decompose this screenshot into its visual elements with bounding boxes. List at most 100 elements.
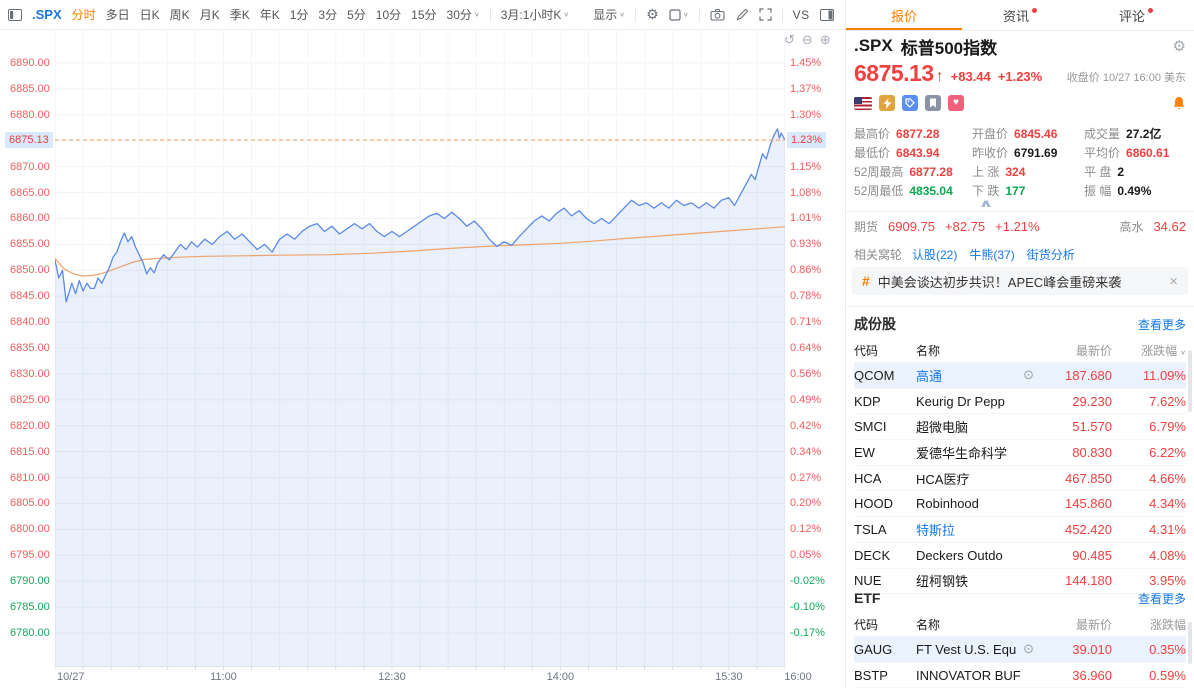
stock-code: NUE	[854, 573, 882, 589]
constituent-row-DECK[interactable]: DECK Deckers Outdo 90.485 4.08%	[854, 543, 1186, 569]
y-axis-price-label: 6885.00	[10, 82, 50, 95]
target-icon[interactable]: ⊙	[1023, 367, 1034, 383]
toolbar-symbol[interactable]: .SPX	[32, 7, 62, 22]
premium-value: 34.62	[1153, 218, 1186, 234]
period-tab-3分[interactable]: 3分	[318, 8, 338, 22]
warrant-link-认股(22)[interactable]: 认股(22)	[912, 247, 958, 262]
period-tab-10分[interactable]: 10分	[375, 8, 402, 22]
y-axis-price-label: 6880.00	[10, 108, 50, 121]
stat-label: 52周最低	[854, 184, 904, 198]
stock-name-text: 超微电脑	[916, 420, 969, 436]
period-tab-日K[interactable]: 日K	[139, 8, 160, 22]
etf-row-GAUG[interactable]: GAUG FT Vest U.S. Equ ⊙ 39.010 0.35%	[854, 637, 1186, 663]
y-axis-pct-label: 0.20%	[790, 497, 822, 510]
period-tab-年K[interactable]: 年K	[259, 8, 280, 22]
bookmark-icon[interactable]	[925, 95, 941, 111]
tab-资讯[interactable]: 资讯	[962, 0, 1078, 30]
constituents-header: 成份股 查看更多	[854, 312, 1186, 336]
tab-评论[interactable]: 评论	[1078, 0, 1194, 30]
close-icon[interactable]: ×	[1169, 272, 1178, 290]
constituent-row-QCOM[interactable]: QCOM 高通 ⊙ 187.680 11.09%	[854, 363, 1186, 389]
vs-compare-button[interactable]: VS	[792, 7, 810, 22]
stock-name: 爱德华生命科学	[916, 443, 1034, 462]
display-dropdown[interactable]: 显示 ∨	[593, 6, 625, 23]
period-tab-15分[interactable]: 15分	[411, 8, 437, 22]
period-30min-dropdown[interactable]: 30分 ∨	[447, 6, 480, 23]
stock-change-pct: 6.79%	[1149, 419, 1186, 435]
constituent-row-NUE[interactable]: NUE 纽柯钢铁 144.180 3.95%	[854, 569, 1186, 595]
stat-label: 最低价	[854, 146, 891, 160]
constituent-row-SMCI[interactable]: SMCI 超微电脑 51.570 6.79%	[854, 414, 1186, 441]
y-axis-pct-label: 0.34%	[790, 445, 822, 458]
futures-change: +82.75	[945, 218, 986, 234]
col-pct[interactable]: 涨跌幅 ∨	[1141, 344, 1186, 358]
y-axis-price-label: 6850.00	[10, 264, 50, 277]
warrant-link-牛熊(37)[interactable]: 牛熊(37)	[969, 247, 1015, 262]
constituent-row-EW[interactable]: EW 爱德华生命科学 80.830 6.22%	[854, 440, 1186, 466]
stock-name-text: Deckers Outdo	[916, 547, 1003, 563]
camera-icon[interactable]	[710, 8, 725, 21]
stock-change-pct: 4.08%	[1149, 547, 1186, 563]
table-header: 代码 名称 最新价 涨跌幅	[854, 613, 1186, 637]
constituent-row-TSLA[interactable]: TSLA 特斯拉 452.420 4.31%	[854, 517, 1186, 543]
panel-right-icon[interactable]	[819, 8, 834, 21]
stock-code: EW	[854, 444, 875, 460]
chevron-down-icon: ∨	[473, 10, 480, 19]
stat-value: 6860.61	[1126, 145, 1170, 160]
stat-value: 6843.94	[896, 145, 940, 160]
stock-name: Deckers Outdo	[916, 548, 1034, 563]
stat-开盘价: 开盘价 6845.46	[972, 125, 1084, 142]
scrollbar-thumb[interactable]	[1188, 350, 1192, 412]
lightning-icon[interactable]	[879, 95, 895, 111]
constituent-row-HCA[interactable]: HCA HCA医疗 467.850 4.66%	[854, 466, 1186, 492]
stock-name-text: INNOVATOR BUF	[916, 667, 1021, 683]
zoom-out-icon[interactable]: ⊖	[801, 32, 813, 47]
stock-name-text[interactable]: 特斯拉	[916, 522, 956, 538]
intraday-plot[interactable]	[55, 30, 785, 670]
settings-gear-icon[interactable]: ⚙	[646, 6, 659, 22]
futures-price[interactable]: 6909.75	[888, 218, 936, 234]
y-axis-pct-label: 0.71%	[790, 316, 822, 329]
stat-label: 振 幅	[1084, 184, 1112, 198]
heart-icon[interactable]: ♥	[948, 95, 964, 111]
constituent-row-HOOD[interactable]: HOOD Robinhood 145.860 4.34%	[854, 491, 1186, 518]
fullscreen-icon[interactable]	[758, 8, 772, 21]
warrant-link-街货分析[interactable]: 街货分析	[1026, 247, 1075, 262]
display-label: 显示	[593, 8, 618, 22]
period-tab-多日[interactable]: 多日	[105, 8, 130, 22]
layout-icon[interactable]	[8, 8, 22, 21]
collapse-stats-chevron[interactable]: ∧	[978, 198, 994, 210]
etf-title: ETF	[854, 590, 881, 606]
indicator-box-dropdown[interactable]: ∨	[669, 8, 689, 21]
period-tab-季K[interactable]: 季K	[229, 8, 250, 22]
divider	[698, 7, 700, 22]
period-tab-分时[interactable]: 分时	[71, 8, 96, 22]
stock-name-text[interactable]: 高通	[916, 368, 943, 384]
kline-range-label: 3月:1小时K	[500, 8, 562, 22]
y-axis-pct-label: 0.42%	[790, 419, 822, 432]
kline-range-dropdown[interactable]: 3月:1小时K ∨	[501, 6, 570, 23]
constituents-more-link[interactable]: 查看更多	[1137, 317, 1186, 332]
stat-上涨: 上 涨 324	[972, 163, 1084, 180]
draw-pencil-icon[interactable]	[735, 8, 749, 21]
futures-change-pct: +1.21%	[995, 218, 1040, 234]
constituent-row-KDP[interactable]: KDP Keurig Dr Pepp 29.230 7.62%	[854, 389, 1186, 415]
news-banner[interactable]: # 中美会谈达初步共识！APEC峰会重磅来袭 ×	[852, 267, 1188, 295]
period-tab-月K[interactable]: 月K	[199, 8, 220, 22]
bell-icon[interactable]	[1172, 96, 1186, 111]
scrollbar-thumb[interactable]	[1188, 622, 1192, 664]
tab-报价[interactable]: 报价	[846, 0, 962, 30]
period-tab-周K[interactable]: 周K	[169, 8, 190, 22]
premium-label: 高水	[1119, 219, 1144, 234]
etf-row-BSTP[interactable]: BSTP INNOVATOR BUF 36.960 0.59%	[854, 663, 1186, 688]
undo-icon[interactable]: ↺	[784, 32, 795, 47]
zoom-in-icon[interactable]: ⊕	[819, 32, 831, 47]
tag-icon[interactable]	[902, 95, 918, 111]
target-icon[interactable]: ⊙	[1023, 641, 1034, 657]
etf-more-link[interactable]: 查看更多	[1137, 591, 1186, 606]
y-axis-pct-label: 0.27%	[790, 471, 822, 484]
period-tab-5分[interactable]: 5分	[347, 8, 366, 22]
period-tab-1分[interactable]: 1分	[289, 8, 309, 22]
quote-gear-icon[interactable]: ⚙	[1172, 38, 1186, 55]
